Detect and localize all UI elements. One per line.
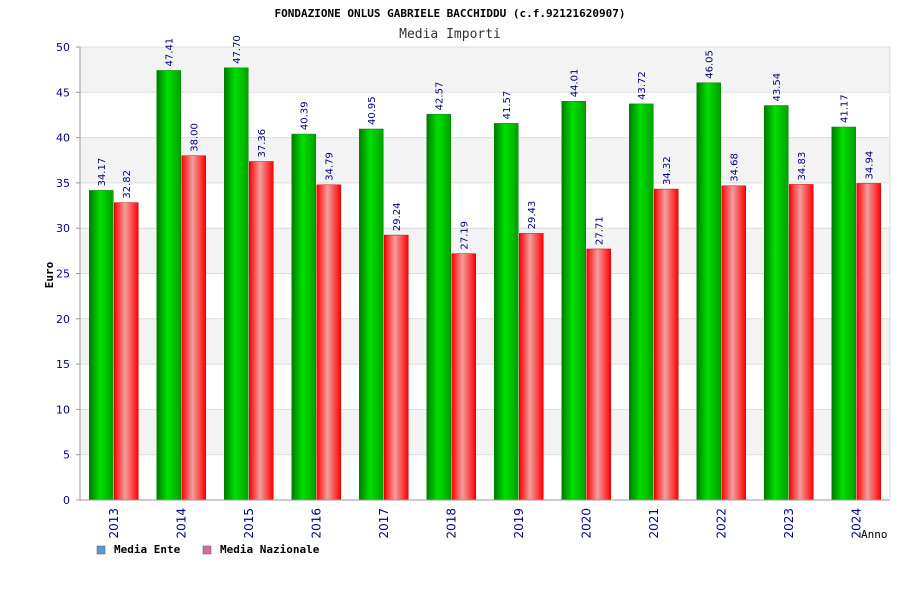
- legend-label-media-nazionale: Media Nazionale: [220, 543, 320, 556]
- value-label: 29.24: [392, 202, 403, 231]
- legend-swatch-media-ente: [96, 545, 106, 555]
- value-label: 42.57: [435, 82, 446, 111]
- bar-media-nazionale-2019: [519, 233, 544, 501]
- bar-media-nazionale-2016: [316, 184, 341, 501]
- legend: Media Ente Media Nazionale: [96, 543, 320, 556]
- chart-subtitle: Media Importi: [399, 27, 501, 42]
- bar-media-ente-2021: [629, 103, 654, 501]
- value-label: 43.72: [637, 71, 648, 100]
- x-tick-label: 2020: [579, 508, 593, 539]
- legend-label-media-ente: Media Ente: [114, 543, 181, 556]
- value-label: 41.57: [502, 91, 513, 120]
- bar-media-nazionale-2015: [249, 161, 274, 501]
- value-label: 34.32: [662, 156, 673, 185]
- bar-media-nazionale-2022: [721, 185, 746, 501]
- x-tick-label: 2022: [714, 508, 728, 539]
- y-tick-label: 40: [56, 132, 70, 145]
- x-tick-label: 2016: [309, 508, 323, 539]
- value-label: 27.71: [595, 216, 606, 245]
- bar-media-ente-2017: [359, 128, 384, 501]
- value-label: 47.70: [232, 35, 243, 64]
- value-label: 46.05: [705, 50, 716, 79]
- y-tick-label: 10: [56, 403, 70, 416]
- bar-media-ente-2013: [89, 190, 114, 501]
- bar-media-ente-2014: [156, 70, 181, 501]
- value-label: 34.94: [865, 151, 876, 180]
- value-label: 40.39: [300, 101, 311, 130]
- y-tick-label: 50: [56, 41, 70, 54]
- value-label: 47.41: [165, 38, 176, 67]
- y-tick-label: 0: [63, 494, 70, 507]
- x-axis-label: Anno: [861, 528, 888, 541]
- bar-media-ente-2020: [561, 101, 586, 501]
- grid-band: [80, 137, 890, 183]
- bar-media-nazionale-2023: [789, 184, 814, 501]
- value-label: 34.68: [730, 153, 741, 182]
- y-tick-label: 30: [56, 222, 70, 235]
- value-label: 43.54: [772, 73, 783, 102]
- value-label: 44.01: [570, 69, 581, 98]
- bar-media-ente-2015: [224, 67, 249, 501]
- bar-media-nazionale-2024: [856, 183, 881, 501]
- x-tick-label: 2015: [242, 508, 256, 539]
- y-tick-label: 15: [56, 358, 70, 371]
- value-label: 38.00: [190, 123, 201, 152]
- value-label: 40.95: [367, 96, 378, 125]
- x-tick-label: 2024: [849, 508, 863, 539]
- x-tick-label: 2017: [377, 508, 391, 539]
- value-label: 29.43: [527, 201, 538, 230]
- y-tick-label: 20: [56, 313, 70, 326]
- y-tick-label: 45: [56, 86, 70, 99]
- value-label: 34.83: [797, 152, 808, 181]
- value-label: 27.19: [460, 221, 471, 250]
- bar-media-nazionale-2017: [384, 234, 409, 501]
- x-tick-label: 2023: [782, 508, 796, 539]
- grid-band: [80, 409, 890, 455]
- x-tick-label: 2018: [444, 508, 458, 539]
- y-tick-label: 35: [56, 177, 70, 190]
- grid-band: [80, 47, 890, 93]
- value-label: 32.82: [122, 170, 133, 199]
- bar-media-ente-2023: [764, 105, 789, 501]
- bar-media-ente-2018: [426, 114, 451, 501]
- value-labels: 34.17 32.82 47.41 38.00 47.70 37.36 40.39 34.79…: [97, 35, 876, 249]
- y-axis-label: Euro: [43, 261, 56, 288]
- x-tick-label: 2019: [512, 508, 526, 539]
- value-label: 34.79: [325, 152, 336, 181]
- y-tick-label: 25: [56, 268, 70, 281]
- bar-media-nazionale-2013: [114, 202, 139, 501]
- bar-media-ente-2019: [494, 123, 519, 501]
- x-tick-label: 2021: [647, 508, 661, 539]
- bar-media-nazionale-2018: [451, 253, 476, 501]
- value-label: 34.17: [97, 158, 108, 187]
- bar-media-ente-2022: [696, 82, 721, 501]
- x-tick-label: 2014: [174, 508, 188, 539]
- value-label: 37.36: [257, 129, 268, 158]
- grid-band: [80, 228, 890, 274]
- x-tick-labels: 2013 2014 2015 2016 2017 2018 2019 2020 2021 2022…: [107, 508, 864, 539]
- x-tick-label: 2013: [107, 508, 121, 539]
- bar-media-ente-2024: [831, 126, 856, 501]
- chart-title: FONDAZIONE ONLUS GABRIELE BACCHIDDU (c.f…: [275, 7, 626, 20]
- value-label: 41.17: [840, 94, 851, 123]
- legend-swatch-media-nazionale: [202, 545, 212, 555]
- grid-band: [80, 318, 890, 365]
- bar-media-nazionale-2021: [654, 188, 679, 501]
- y-tick-label: 5: [63, 449, 70, 462]
- bar-media-ente-2016: [291, 133, 316, 501]
- bar-media-nazionale-2014: [181, 155, 206, 501]
- bars: [89, 67, 881, 501]
- y-tick-labels: 0 5 10 15 20 25 30 35 40 45 50: [56, 41, 80, 507]
- bar-media-nazionale-2020: [586, 248, 611, 501]
